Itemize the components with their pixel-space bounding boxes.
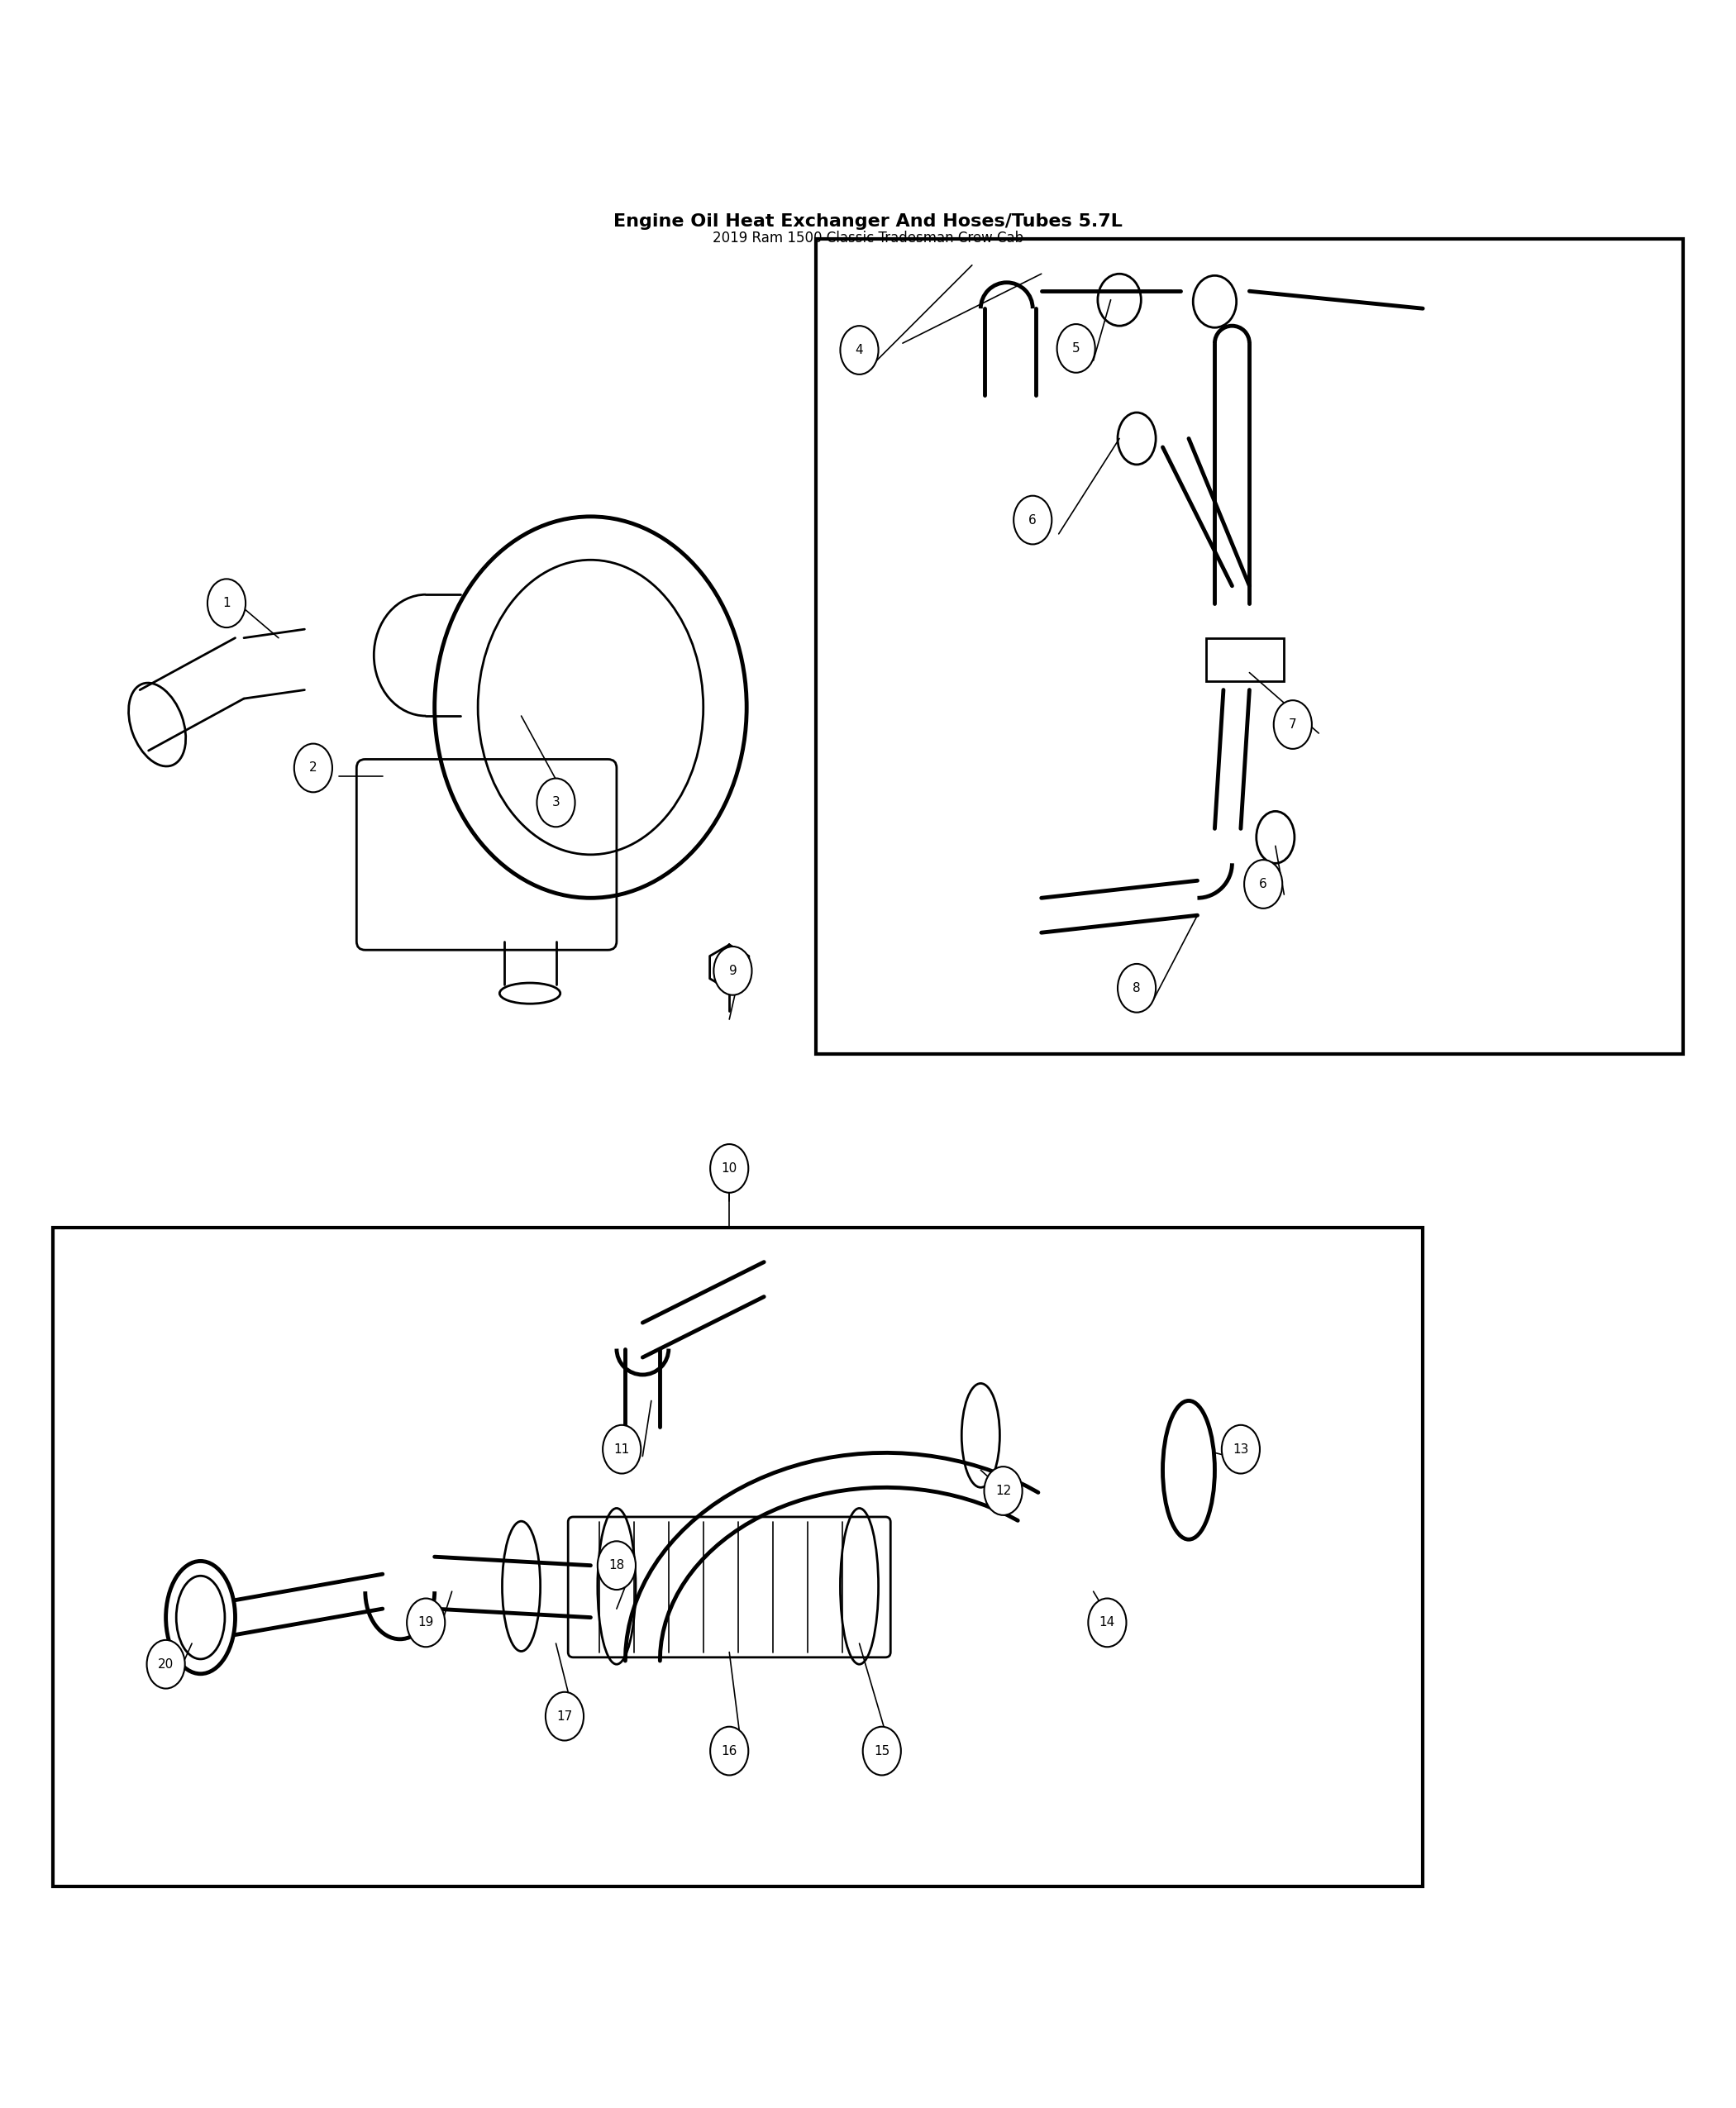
Ellipse shape — [602, 1425, 641, 1473]
Ellipse shape — [984, 1467, 1023, 1516]
Ellipse shape — [536, 778, 575, 826]
Ellipse shape — [208, 580, 245, 628]
Text: 2019 Ram 1500 Classic Tradesman Crew Cab: 2019 Ram 1500 Classic Tradesman Crew Cab — [712, 230, 1024, 245]
Text: 1: 1 — [222, 597, 231, 609]
Ellipse shape — [1245, 860, 1283, 909]
Text: 13: 13 — [1233, 1444, 1248, 1455]
Text: 15: 15 — [873, 1745, 891, 1758]
Text: 6: 6 — [1029, 514, 1036, 527]
Ellipse shape — [863, 1726, 901, 1775]
Ellipse shape — [1088, 1598, 1127, 1646]
Text: 6: 6 — [1259, 877, 1267, 890]
Text: 10: 10 — [722, 1162, 738, 1174]
Text: 5: 5 — [1073, 341, 1080, 354]
Ellipse shape — [148, 1640, 186, 1689]
Text: 12: 12 — [995, 1484, 1010, 1497]
Text: 4: 4 — [856, 344, 863, 356]
Ellipse shape — [1014, 495, 1052, 544]
Text: 3: 3 — [552, 797, 561, 809]
Ellipse shape — [840, 327, 878, 375]
Ellipse shape — [710, 1145, 748, 1193]
Ellipse shape — [1222, 1425, 1260, 1473]
Text: 18: 18 — [609, 1560, 625, 1573]
Ellipse shape — [597, 1541, 635, 1589]
Ellipse shape — [1057, 325, 1095, 373]
Text: 8: 8 — [1134, 982, 1141, 995]
Ellipse shape — [710, 1726, 748, 1775]
Text: 20: 20 — [158, 1659, 174, 1670]
Ellipse shape — [293, 744, 332, 793]
Bar — [54, 1227, 1424, 1887]
Bar — [1207, 639, 1285, 681]
Text: 2: 2 — [309, 761, 318, 774]
Text: 17: 17 — [557, 1710, 573, 1722]
Ellipse shape — [406, 1598, 444, 1646]
Text: 7: 7 — [1288, 719, 1297, 731]
Ellipse shape — [1118, 963, 1156, 1012]
Ellipse shape — [545, 1693, 583, 1741]
Text: 16: 16 — [720, 1745, 738, 1758]
Bar — [816, 238, 1682, 1054]
Text: 19: 19 — [418, 1617, 434, 1629]
Ellipse shape — [1274, 700, 1312, 748]
Ellipse shape — [713, 946, 752, 995]
Text: 14: 14 — [1099, 1617, 1115, 1629]
Text: 11: 11 — [615, 1444, 630, 1455]
Text: Engine Oil Heat Exchanger And Hoses/Tubes 5.7L: Engine Oil Heat Exchanger And Hoses/Tube… — [613, 213, 1123, 230]
Text: 9: 9 — [729, 965, 736, 976]
